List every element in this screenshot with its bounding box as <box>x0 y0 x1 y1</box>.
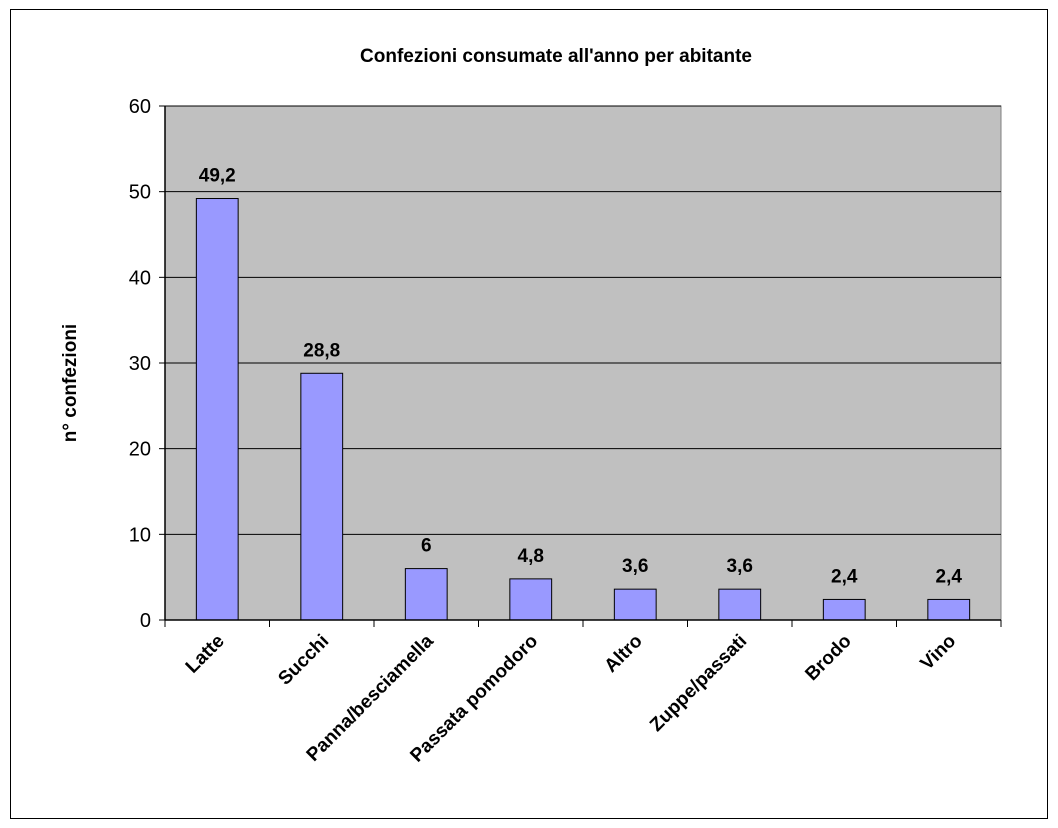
bar <box>195 198 239 621</box>
y-tick-label: 20 <box>129 439 151 461</box>
x-tick-label: Succhi <box>274 631 333 690</box>
x-tick-label: Altro <box>601 631 647 677</box>
y-tick-label: 50 <box>129 182 151 204</box>
x-tick-label: Zuppe/passati <box>646 631 751 736</box>
bar <box>718 588 762 621</box>
y-tick-label: 10 <box>129 524 151 546</box>
data-label: 2,4 <box>831 566 858 587</box>
bar <box>300 372 344 621</box>
y-tick-label: 30 <box>129 353 151 375</box>
bar <box>404 568 448 621</box>
y-axis-label: n° confezioni <box>60 324 81 442</box>
data-label: 49,2 <box>199 166 236 187</box>
y-tick-label: 0 <box>140 610 151 632</box>
x-tick-label: Brodo <box>801 631 855 685</box>
data-label: 3,6 <box>622 556 648 577</box>
data-label: 4,8 <box>518 546 544 567</box>
data-label: 2,4 <box>936 566 963 587</box>
data-label: 28,8 <box>303 340 340 361</box>
bar <box>927 598 971 621</box>
data-label: 3,6 <box>727 556 753 577</box>
y-tick-label: 40 <box>129 267 151 289</box>
bar <box>613 588 657 621</box>
chart-title: Confezioni consumate all'anno per abitan… <box>360 46 752 67</box>
x-tick-label: Vino <box>917 631 961 675</box>
bar <box>822 598 866 621</box>
x-tick-label: Latte <box>182 631 229 678</box>
bar <box>509 578 553 621</box>
y-tick-label: 60 <box>129 96 151 118</box>
data-label: 6 <box>421 536 432 557</box>
